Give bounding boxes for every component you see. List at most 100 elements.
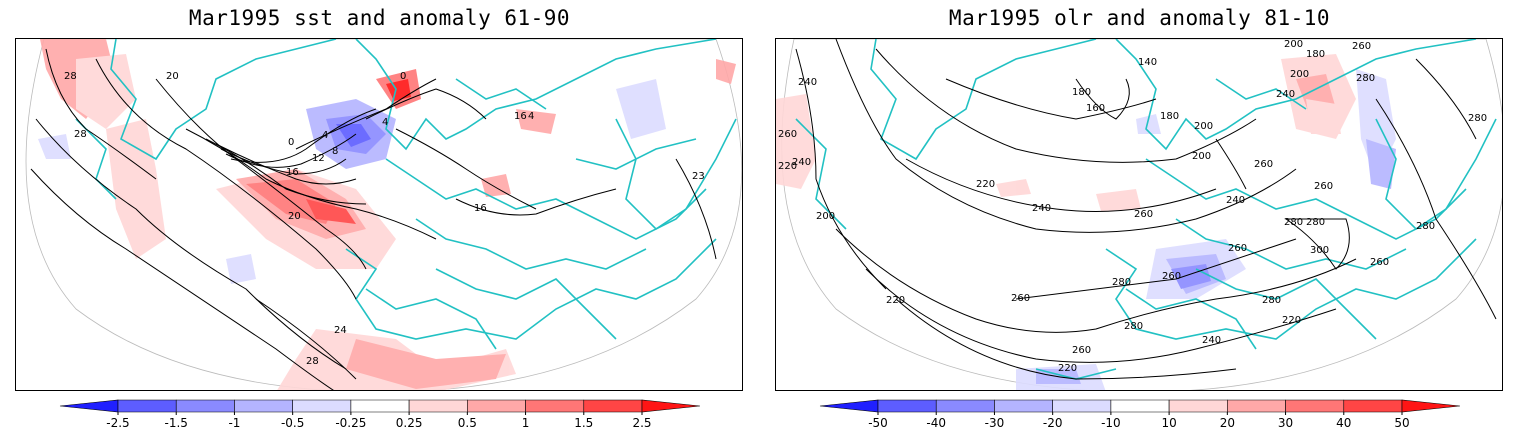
colorbar-tick-label: -2.5 (106, 416, 129, 430)
contour-label: 240 (1202, 335, 1221, 346)
colorbar-tick-label: 30 (1278, 416, 1293, 430)
contour-label: 260 (1134, 209, 1153, 220)
colorbar-segment (935, 399, 995, 413)
colorbar-segment (525, 399, 585, 413)
olr-anomaly-shading (776, 54, 1396, 390)
colorbar-tick-label: 1.5 (574, 416, 593, 430)
colorbar-segment (1168, 399, 1228, 413)
contour-label: 240 (792, 157, 811, 168)
colorbar-segment (175, 399, 235, 413)
colorbar-tick-label: -1.5 (165, 416, 188, 430)
contour-label: 260 (1314, 181, 1333, 192)
colorbar-tick-label: 20 (1220, 416, 1235, 430)
contour-label: 140 (1138, 57, 1157, 68)
colorbar-tick-label: 10 (1161, 416, 1176, 430)
contour-label: 260 (1072, 345, 1091, 356)
colorbar-tick-label: -10 (1101, 416, 1121, 430)
olr-map-canvas: 240 260 240 220 200 140 180 160 180 200 … (776, 39, 1502, 390)
colorbar-segment (1343, 399, 1403, 413)
contour-label: 160 (1086, 103, 1105, 114)
contour-label: 240 (1276, 89, 1295, 100)
contour-label: 20 (166, 71, 179, 82)
contour-label: 200 (1290, 69, 1309, 80)
colorbar-tick-label: -50 (868, 416, 888, 430)
contour-label: 4 (528, 111, 534, 122)
colorbar-tick-label: 40 (1336, 416, 1351, 430)
contour-label: 280 (1356, 73, 1375, 84)
contour-label: 280 (1416, 221, 1435, 232)
colorbar-segment (292, 399, 352, 413)
colorbar-segment (641, 399, 701, 413)
contour-label: 220 (1282, 315, 1301, 326)
contour-label: 0 (400, 71, 406, 82)
contour-label: 16 (474, 203, 487, 214)
contour-label: 8 (332, 146, 338, 157)
contour-label: 12 (312, 153, 325, 164)
colorbar-tick-label: -40 (926, 416, 946, 430)
colorbar-tick-label: 0.25 (396, 416, 423, 430)
contour-label: 260 (1011, 293, 1030, 304)
contour-label: 16 (286, 167, 299, 178)
map-disk (25, 39, 742, 390)
colorbar-segment (994, 399, 1053, 413)
contour-label: 28 (74, 129, 87, 140)
colorbar-tick-label: -0.25 (335, 416, 366, 430)
sst-contours (30, 48, 717, 390)
contour-label: 4 (322, 130, 328, 141)
olr-map: 240 260 240 220 200 140 180 160 180 200 … (775, 38, 1503, 391)
contour-label: 200 (816, 211, 835, 222)
contour-label: 220 (1058, 363, 1077, 374)
colorbar-segment (117, 399, 177, 413)
colorbar-segment (1401, 399, 1461, 413)
contour-label: 260 (1370, 257, 1389, 268)
olr-colorbar-canvas: -50 -40 -30 -20 -10 10 20 30 40 50 (819, 399, 1461, 430)
contour-label: 180 (1072, 87, 1091, 98)
sst-colorbar: -2.5 -1.5 -1 -0.5 -0.25 0.25 0.5 1 1.5 2.5 (12, 396, 747, 430)
colorbar-segment (1285, 399, 1345, 413)
contour-label: 260 (1228, 243, 1247, 254)
colorbar-segment (408, 399, 468, 413)
contour-label: 280 (1262, 295, 1281, 306)
contour-label: 240 (1032, 203, 1051, 214)
contour-label: 220 (778, 161, 797, 172)
contour-label: 200 (1194, 121, 1213, 132)
contour-label: 28 (306, 356, 319, 367)
olr-contours (795, 39, 1497, 380)
contour-label: 260 (1162, 271, 1181, 282)
olr-panel: Mar1995 olr and anomaly 81-10 (772, 0, 1507, 430)
contour-label: 260 (778, 129, 797, 140)
colorbar-tick-label: 2.5 (632, 416, 651, 430)
contour-label: 280 (1112, 277, 1131, 288)
contour-label: 20 (288, 211, 301, 222)
sst-anomaly-shading (38, 39, 736, 390)
colorbar-tick-label: -0.5 (281, 416, 304, 430)
olr-panel-title: Mar1995 olr and anomaly 81-10 (948, 6, 1331, 30)
colorbar-segment (59, 399, 119, 413)
contour-label: 180 (1160, 111, 1179, 122)
olr-colorbar: -50 -40 -30 -20 -10 10 20 30 40 50 (772, 396, 1507, 430)
contour-label: 180 (1306, 49, 1325, 60)
contour-label: 28 (64, 71, 77, 82)
olr-contour-labels: 240 260 240 220 200 140 180 160 180 200 … (778, 39, 1487, 374)
colorbar-tick-label: 50 (1394, 416, 1409, 430)
contour-label: 260 (1352, 41, 1371, 52)
contour-label: 240 (1226, 195, 1245, 206)
colorbar-segment (583, 399, 643, 413)
colorbar-segment (350, 399, 410, 413)
contour-label: 220 (886, 295, 905, 306)
sst-map-canvas: 28 28 20 24 28 20 16 12 8 4 0 4 0 16 23 … (25, 39, 742, 390)
contour-label: 280 (1306, 217, 1325, 228)
contour-label: 16 (514, 111, 527, 122)
sst-panel: Mar1995 sst and anomaly 61-90 (12, 0, 747, 430)
contour-label: 280 (1124, 321, 1143, 332)
contour-label: 0 (288, 137, 294, 148)
sst-colorbar-canvas: -2.5 -1.5 -1 -0.5 -0.25 0.25 0.5 1 1.5 2.5 (59, 399, 701, 430)
sst-map: 28 28 20 24 28 20 16 12 8 4 0 4 0 16 23 … (15, 38, 743, 391)
contour-label: 23 (692, 171, 705, 182)
colorbar-tick-label: 1 (522, 416, 530, 430)
colorbar-segment (819, 399, 879, 413)
contour-label: 300 (1310, 245, 1329, 256)
contour-label: 260 (1254, 159, 1273, 170)
contour-label: 240 (798, 77, 817, 88)
colorbar-tick-label: -30 (985, 416, 1005, 430)
